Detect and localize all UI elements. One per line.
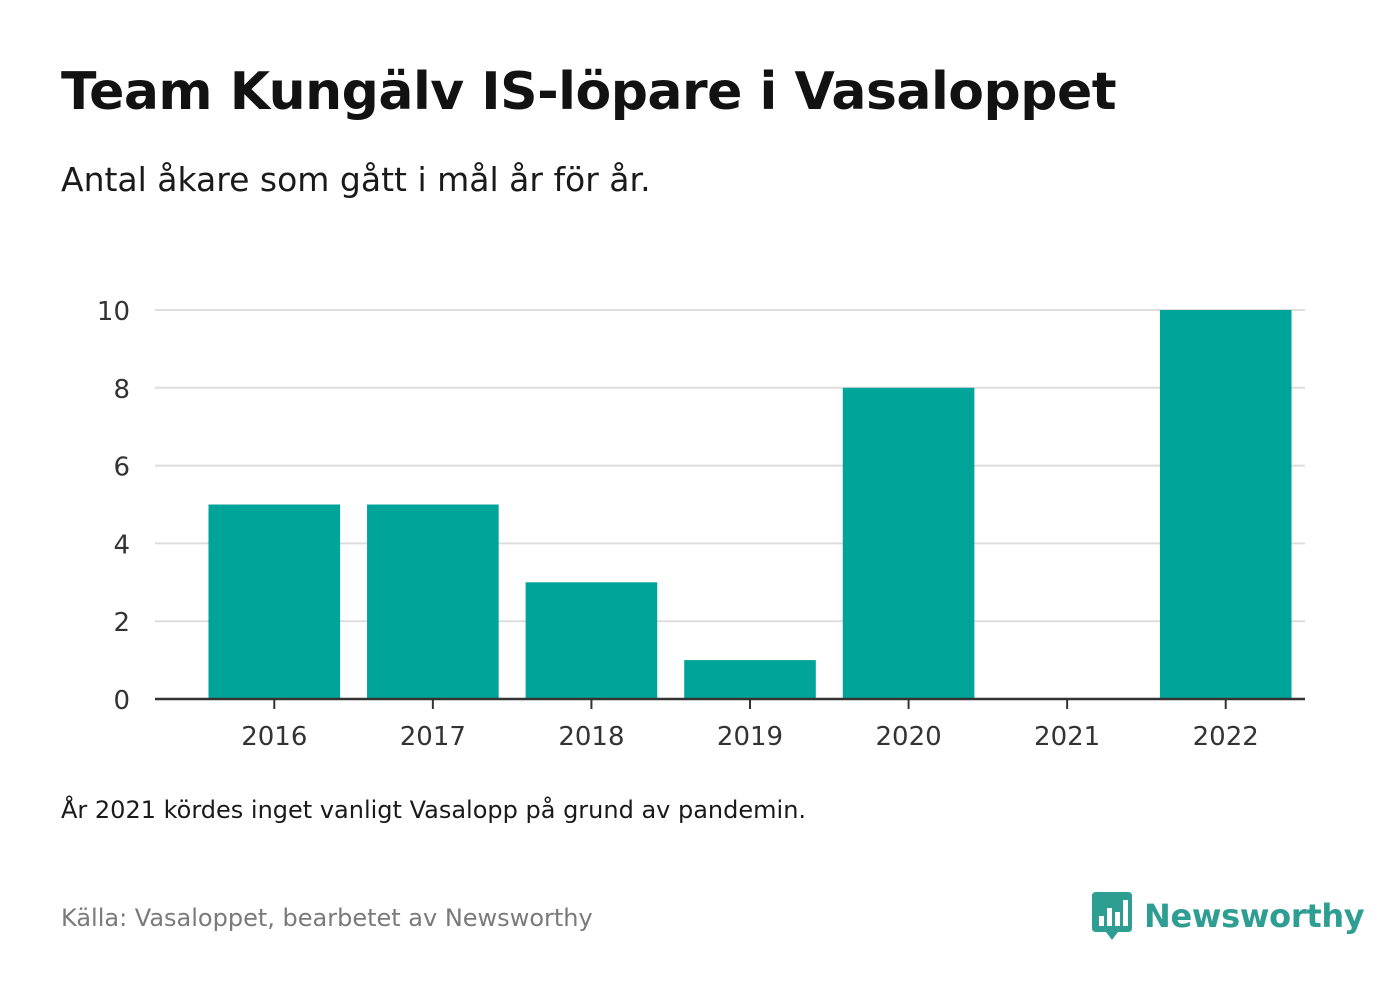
bar-2022 [1159,310,1292,699]
x-tick-label: 2021 [1034,722,1100,752]
bar-chart: 0 2 4 6 8 10 2016 2017 2018 2019 2020 2021 2022 [97,297,1305,752]
chart-title: Team Kungälv IS-löpare i Vasaloppet [61,62,1117,122]
bar-2018 [525,582,658,699]
newsworthy-logo: Newsworthy [1090,890,1365,942]
y-tick-label: 4 [113,530,130,560]
x-axis-ticks: 2016 2017 2018 2019 2020 2021 2022 [241,699,1259,752]
y-tick-label: 10 [97,297,130,327]
y-tick-label: 8 [113,375,130,405]
x-tick-label: 2022 [1193,722,1259,752]
bar-2020 [842,387,975,699]
x-tick-label: 2019 [717,722,783,752]
bar-2019 [684,660,816,699]
x-tick-label: 2016 [241,722,307,752]
brand-name: Newsworthy [1144,897,1365,935]
y-tick-label: 2 [113,608,130,638]
chart-note: År 2021 kördes inget vanligt Vasalopp på… [61,796,807,824]
bars [208,310,1292,699]
x-tick-label: 2020 [875,722,941,752]
source-text: Källa: Vasaloppet, bearbetet av Newswort… [61,904,593,932]
y-axis-ticks: 0 2 4 6 8 10 [97,297,130,716]
bar-2016 [208,504,341,699]
y-tick-label: 0 [113,686,130,716]
x-tick-label: 2018 [558,722,624,752]
x-tick-label: 2017 [400,722,466,752]
y-tick-label: 6 [113,453,130,483]
gridlines [155,309,1305,623]
newsworthy-logo-icon [1092,892,1132,940]
chart-subtitle: Antal åkare som gått i mål år för år. [61,160,651,199]
bar-2017 [367,504,499,699]
